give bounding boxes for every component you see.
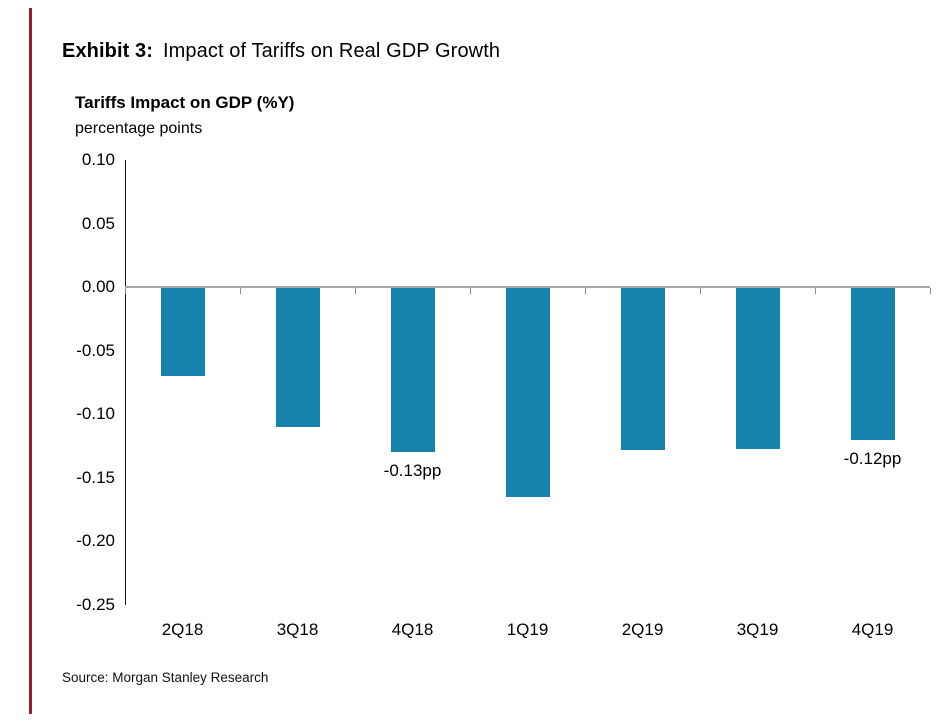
left-accent-bar — [29, 8, 32, 714]
y-tick-label: 0.00 — [81, 277, 115, 297]
bar — [850, 287, 895, 440]
exhibit-label: Exhibit 3: — [62, 40, 154, 62]
bar-annotation: -0.12pp — [843, 448, 902, 468]
chart-title: Tariffs Impact on GDP (%Y) — [75, 93, 295, 112]
exhibit-title: Exhibit 3: Impact of Tariffs on Real GDP … — [62, 40, 500, 63]
bar — [275, 287, 320, 427]
y-axis-line — [125, 160, 126, 605]
source-note: Source: Morgan Stanley Research — [62, 670, 269, 685]
x-axis-tick — [240, 288, 241, 295]
bar-annotation: -0.13pp — [383, 461, 442, 481]
x-tick-label: 2Q18 — [161, 620, 204, 639]
bar — [160, 287, 205, 377]
y-tick-label: -0.25 — [76, 595, 115, 614]
zero-line — [125, 286, 930, 289]
x-tick-label: 3Q18 — [276, 620, 319, 639]
y-tick-label: -0.20 — [76, 531, 115, 551]
x-tick-label: 3Q19 — [736, 620, 779, 639]
y-tick-label: -0.15 — [76, 467, 115, 487]
bar — [390, 287, 435, 453]
x-axis-tick — [700, 288, 701, 295]
x-tick-label: 4Q19 — [851, 620, 894, 639]
chart-y-units-label: percentage points — [75, 120, 203, 137]
y-tick-label: -0.05 — [76, 340, 115, 360]
x-tick-label: 1Q19 — [506, 620, 549, 639]
y-tick-label: 0.05 — [81, 213, 115, 233]
exhibit-name: Impact of Tariffs on Real GDP Growth — [163, 40, 501, 62]
bar — [735, 287, 780, 449]
x-tick-label: 2Q19 — [621, 620, 664, 639]
x-axis-tick — [125, 288, 126, 295]
x-axis-tick — [815, 288, 816, 295]
x-tick-label: 4Q18 — [391, 620, 434, 639]
x-axis-tick — [470, 288, 471, 295]
bar — [505, 287, 550, 497]
x-axis-tick — [585, 288, 586, 295]
y-tick-label: -0.10 — [76, 404, 115, 424]
x-axis-tick — [930, 288, 931, 295]
x-axis-tick — [355, 288, 356, 295]
bar — [620, 287, 665, 450]
y-tick-label: 0.10 — [81, 150, 115, 169]
